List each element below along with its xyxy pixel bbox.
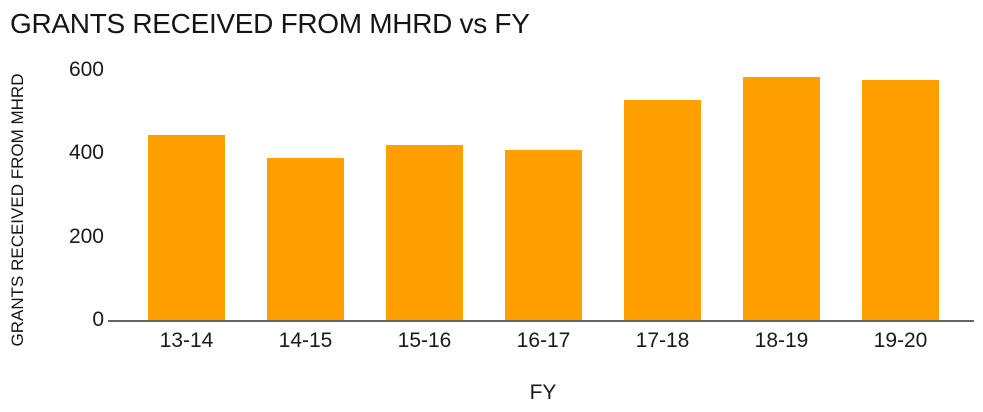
bar-19-20: [862, 80, 939, 320]
bar-14-15: [267, 157, 344, 320]
x-axis-title: FY: [529, 381, 557, 404]
bar-16-17: [505, 150, 582, 320]
chart-title: GRANTS RECEIVED FROM MHRD vs FY: [10, 8, 530, 39]
y-axis-title: GRANTS RECEIVED FROM MHRD: [8, 73, 27, 347]
x-tick-label: 13-14: [159, 329, 214, 352]
bar-17-18: [624, 100, 701, 320]
bar-15-16: [386, 145, 463, 320]
x-tick-label: 15-16: [397, 329, 452, 352]
y-tick-label: 400: [68, 141, 104, 165]
y-tick-label: 0: [92, 308, 104, 331]
y-tick-label: 200: [68, 224, 104, 248]
y-tick-label: 600: [68, 58, 104, 81]
x-tick-label: 14-15: [278, 329, 333, 352]
x-tick-label: 17-18: [635, 329, 690, 352]
bar-18-19: [743, 77, 820, 320]
plot-area: [108, 70, 974, 322]
x-tick-label: 19-20: [873, 329, 928, 352]
x-tick-label: 16-17: [516, 329, 571, 352]
x-tick-label: 18-19: [754, 329, 809, 352]
bar-13-14: [148, 134, 225, 320]
